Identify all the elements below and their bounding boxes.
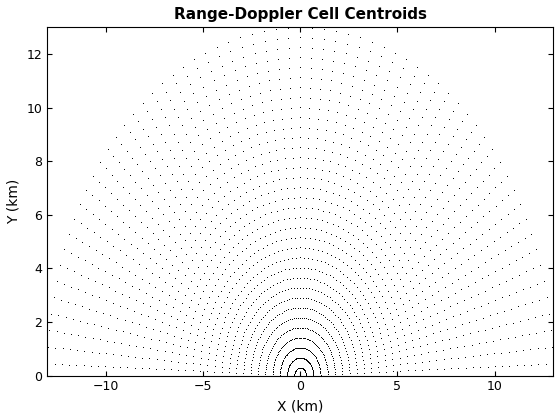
Y-axis label: Y (km): Y (km) bbox=[7, 179, 21, 224]
X-axis label: X (km): X (km) bbox=[277, 399, 323, 413]
Title: Range-Doppler Cell Centroids: Range-Doppler Cell Centroids bbox=[174, 7, 427, 22]
